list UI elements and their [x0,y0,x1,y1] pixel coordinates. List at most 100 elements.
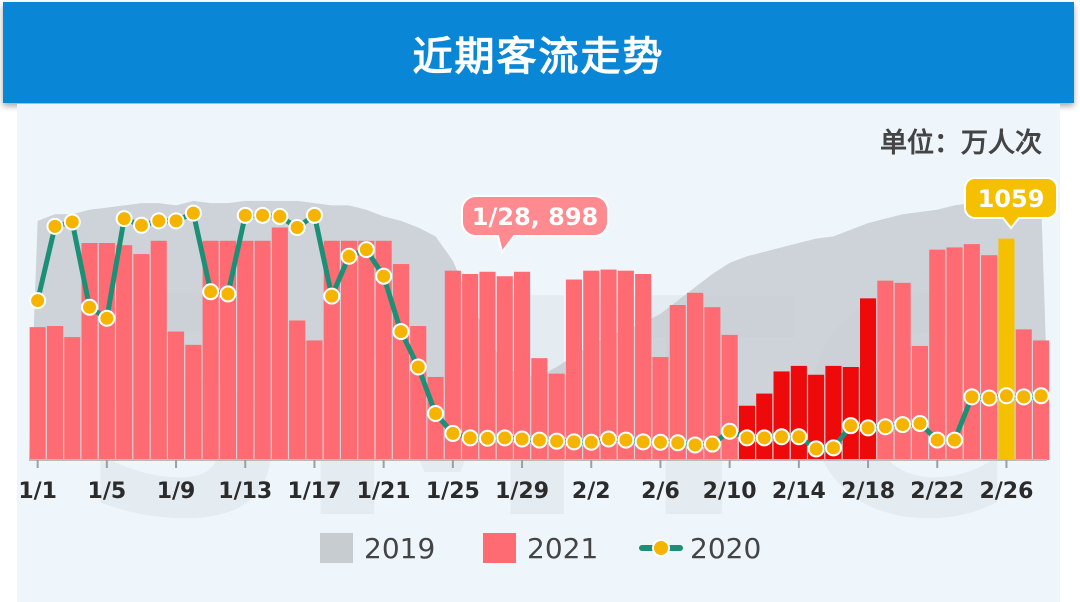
x-tick-label: 1/1 [18,479,57,504]
bar-2021-1-22 [392,264,409,460]
point-2020-2-2 [582,433,600,451]
x-tick-label: 1/5 [88,479,127,504]
point-2020-1-27 [478,429,496,447]
bar-2021-1-6 [116,245,133,460]
legend-label-2020: 2020 [690,532,761,565]
legend-swatch-2021 [483,533,516,563]
legend-swatch-2020-marker [652,539,670,557]
bar-2021-2-14 [790,365,807,460]
line-2020-layer [29,204,1050,458]
x-tick-label: 2/22 [910,479,964,504]
point-2020-2-4 [617,431,635,449]
point-2020-1-22 [392,323,410,341]
x-tick-label: 1/17 [287,479,341,504]
point-2020-2-19 [876,418,894,436]
legend-swatch-2019 [320,533,353,563]
bar-2021-2-19 [877,280,894,460]
x-tick-label: 2/6 [641,479,680,504]
bar-2021-1-16 [289,320,306,460]
x-tick-label: 2/2 [572,479,611,504]
x-tick-label: 2/26 [979,479,1033,504]
point-2020-2-1 [565,433,583,451]
chart-panel: SMTC 1/11/51/91/131/171/211/251/292/22/6… [17,104,1060,602]
x-tick-label: 2/14 [772,479,826,504]
bar-2021-1-19 [341,240,358,460]
bar-2021-2-5 [635,274,652,460]
point-2020-2-10 [721,422,739,440]
point-2020-1-26 [461,429,479,447]
point-2020-1-14 [254,206,272,224]
point-2020-1-25 [444,424,462,442]
bar-2021-1-25 [444,270,461,460]
point-2020-1-18 [323,287,341,305]
legend-label-2021: 2021 [527,532,598,565]
bar-2021-1-28 [496,276,513,460]
point-2020-2-8 [686,436,704,454]
point-2020-2-18 [859,419,877,437]
bar-2021-1-23 [410,326,427,460]
bar-2021-1-17 [306,340,323,460]
bar-2021-2-13 [773,371,790,460]
point-2020-1-2 [46,217,64,235]
point-2020-1-21 [375,267,393,285]
bar-2021-2-22 [929,249,946,460]
header-bar: 近期客流走势 [3,2,1074,103]
point-2020-1-13 [236,206,254,224]
point-2020-2-22 [928,431,946,449]
point-2020-1-30 [530,431,548,449]
point-2020-1-19 [340,247,358,265]
point-2020-2-17 [842,417,860,435]
point-2020-1-23 [409,358,427,376]
bar-2021-1-10 [185,344,202,460]
point-2020-1-28 [496,429,514,447]
point-2020-1-8 [150,212,168,230]
bar-2021-1-29 [514,271,531,460]
point-2020-1-1 [29,292,47,310]
point-2020-1-11 [202,283,220,301]
bars-2021-layer [29,227,1050,460]
point-2020-2-25 [980,389,998,407]
point-2020-1-16 [288,219,306,236]
legend: 2019 2021 2020 [320,532,761,565]
x-tick-label: 1/21 [357,479,411,504]
bar-2021-2-20 [894,282,911,460]
callout-peak-2020-text: 1/28, 898 [472,203,598,231]
bar-2021-1-8 [150,240,167,460]
bar-2021-2-24 [963,244,980,460]
callout-last-2021-bubble [964,177,1058,230]
bar-2021-2-8 [687,292,704,460]
chart-svg: SMTC 1/11/51/91/131/171/211/251/292/22/6… [18,127,1058,585]
point-2020-1-10 [184,204,202,222]
bar-2021-2-18 [860,298,877,460]
x-tick-label: 1/13 [218,479,272,504]
x-tick-label: 2/10 [703,479,757,504]
point-2020-1-29 [513,430,531,448]
point-2020-1-6 [115,210,133,228]
bar-2021-1-26 [462,274,479,460]
chart-title: 近期客流走势 [412,33,665,80]
x-tick-label: 2/18 [841,479,895,504]
bar-2021-1-7 [133,254,150,460]
point-2020-2-28 [1032,387,1050,405]
bar-2021-1-27 [479,271,496,460]
point-2020-2-5 [634,433,652,451]
point-2020-2-21 [911,414,929,432]
bar-2021-2-7 [669,305,686,460]
x-tick-label: 1/9 [157,479,196,504]
point-2020-2-14 [790,428,808,446]
point-2020-1-5 [98,309,116,327]
bar-2021-1-1 [29,327,46,460]
bar-2021-1-15 [271,227,288,460]
point-2020-1-24 [427,405,445,422]
point-2020-2-6 [651,433,669,451]
bar-2021-2-23 [946,247,963,460]
point-2020-2-20 [894,416,912,434]
callout-peak-2020: 1/28, 898 [461,195,609,255]
x-tick-label: 1/25 [426,479,480,504]
point-2020-2-7 [669,434,687,452]
bar-2021-1-13 [237,240,254,460]
point-2020-2-15 [807,440,825,458]
point-2020-2-26 [997,387,1015,405]
point-2020-2-16 [824,439,842,457]
bar-2021-2-21 [911,345,928,460]
